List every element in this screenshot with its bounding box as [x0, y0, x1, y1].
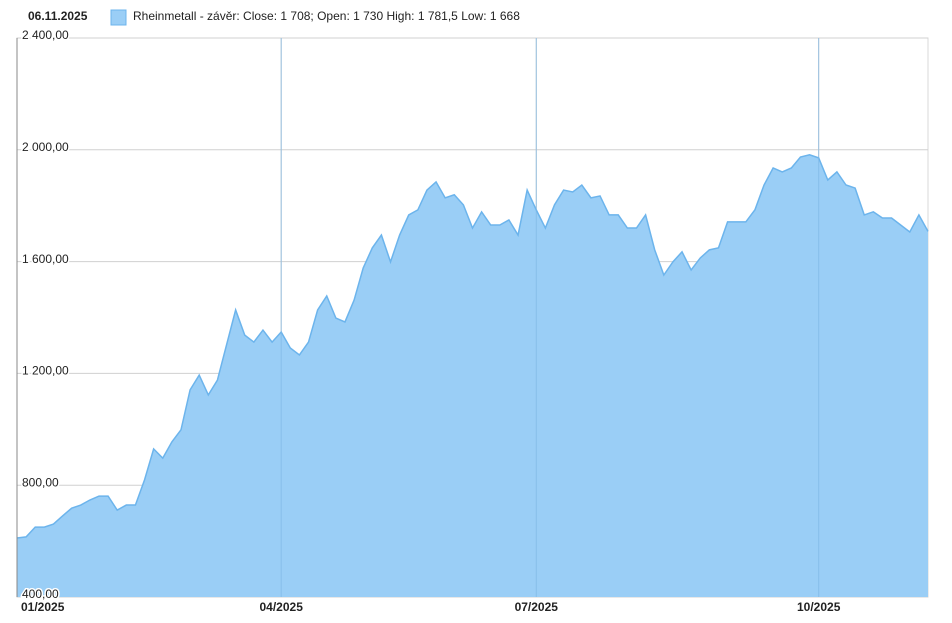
area-line — [16, 154, 929, 539]
legend-swatch — [110, 9, 127, 26]
x-tick-label: 01/2025 — [21, 600, 65, 614]
y-tick-label: 400,00 — [22, 587, 59, 601]
x-tick-label: 07/2025 — [515, 600, 559, 614]
y-tick-label: 2 400,00 — [22, 28, 69, 42]
x-tick-label: 10/2025 — [797, 600, 841, 614]
x-tick-label: 04/2025 — [259, 600, 303, 614]
y-tick-label: 2 000,00 — [22, 140, 69, 154]
y-tick-label: 1 200,00 — [22, 364, 69, 378]
legend-entry: Rheinmetall - závěr: Close: 1 708; Open:… — [133, 9, 520, 23]
y-tick-label: 800,00 — [22, 475, 59, 489]
chart-date: 06.11.2025 — [28, 9, 88, 23]
area — [17, 154, 928, 597]
y-tick-label: 1 600,00 — [22, 252, 69, 266]
